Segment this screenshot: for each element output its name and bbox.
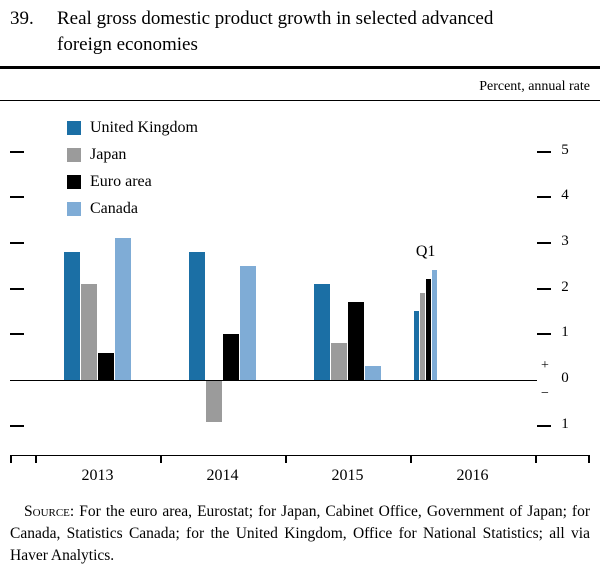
bar-euro-area-2016: [426, 279, 432, 380]
x-axis-tick: [588, 455, 590, 463]
minus-sign: −: [541, 386, 549, 401]
united-kingdom-swatch: [67, 121, 81, 135]
source-note: Source: For the euro area, Eurostat; for…: [10, 501, 590, 567]
bar-united-kingdom-2015: [314, 284, 330, 380]
source-text: For the euro area, Eurostat; for Japan, …: [10, 503, 591, 564]
y-tick-left: [10, 333, 24, 336]
x-axis-tick: [410, 455, 412, 463]
y-tick-right: [537, 333, 551, 336]
y-tick-left: [10, 150, 24, 153]
x-axis-tick: [35, 455, 37, 463]
x-axis-year-label-2013: 2013: [81, 467, 114, 484]
y-tick-left: [10, 241, 24, 244]
top-thick-rule: [0, 66, 600, 69]
bar-canada-2015: [365, 366, 381, 380]
bar-euro-area-2013: [98, 352, 114, 380]
bar-japan-2014: [206, 381, 222, 423]
zero-line: [10, 380, 537, 381]
bar-canada-2016: [432, 270, 438, 380]
bar-japan-2016: [420, 293, 426, 380]
plus-sign: +: [541, 358, 549, 373]
legend-label-japan: Japan: [90, 146, 127, 163]
legend-label-united-kingdom: United Kingdom: [90, 119, 198, 136]
y-tick-left: [10, 287, 24, 290]
bar-canada-2013: [115, 238, 131, 380]
figure-number: 39.: [10, 8, 34, 29]
y-tick-right: [537, 196, 551, 199]
bar-japan-2015: [331, 343, 347, 380]
y-tick-label: 5: [561, 141, 569, 158]
top-thin-rule: [0, 100, 600, 101]
bar-euro-area-2014: [223, 334, 239, 380]
y-tick-label: 1: [561, 415, 569, 432]
y-tick-left: [10, 424, 24, 427]
y-tick-label: 1: [561, 324, 569, 341]
y-tick-right: [537, 424, 551, 427]
bar-united-kingdom-2014: [189, 252, 205, 380]
x-axis-tick: [160, 455, 162, 463]
legend-item-euro-area: Euro area: [67, 173, 152, 190]
legend-label-euro-area: Euro area: [90, 173, 152, 190]
bar-japan-2013: [81, 284, 97, 380]
x-axis-tick: [285, 455, 287, 463]
y-tick-right: [537, 287, 551, 290]
x-axis-year-label-2016: 2016: [456, 467, 489, 484]
euro-area-swatch: [67, 175, 81, 189]
legend-item-canada: Canada: [67, 200, 138, 217]
source-label: Source:: [24, 503, 75, 520]
bar-united-kingdom-2013: [64, 252, 80, 380]
y-tick-left: [10, 196, 24, 199]
japan-swatch: [67, 148, 81, 162]
y-tick-right: [537, 241, 551, 244]
y-tick-label: 3: [561, 232, 569, 249]
x-axis-tick: [535, 455, 537, 463]
x-axis-year-label-2015: 2015: [331, 467, 364, 484]
legend-item-united-kingdom: United Kingdom: [67, 119, 198, 136]
legend-item-japan: Japan: [67, 146, 127, 163]
y-tick-label: 2: [561, 278, 569, 295]
figure-title: Real gross domestic product growth in se…: [57, 8, 494, 55]
y-tick-label: 0: [561, 370, 569, 386]
x-axis-year-label-2014: 2014: [206, 467, 239, 484]
bar-united-kingdom-2016: [414, 311, 420, 380]
units-label: Percent, annual rate: [479, 79, 590, 94]
x-axis-tick: [10, 455, 12, 463]
y-tick-label: 4: [561, 187, 569, 204]
legend-label-canada: Canada: [90, 200, 138, 217]
bar-euro-area-2015: [348, 302, 364, 380]
y-tick-right: [537, 150, 551, 153]
q1-annotation: Q1: [415, 243, 436, 260]
x-axis-line: [10, 455, 590, 456]
figure-header: 39. Real gross domestic product growth i…: [10, 6, 502, 58]
canada-swatch: [67, 202, 81, 216]
bar-canada-2014: [240, 265, 256, 380]
